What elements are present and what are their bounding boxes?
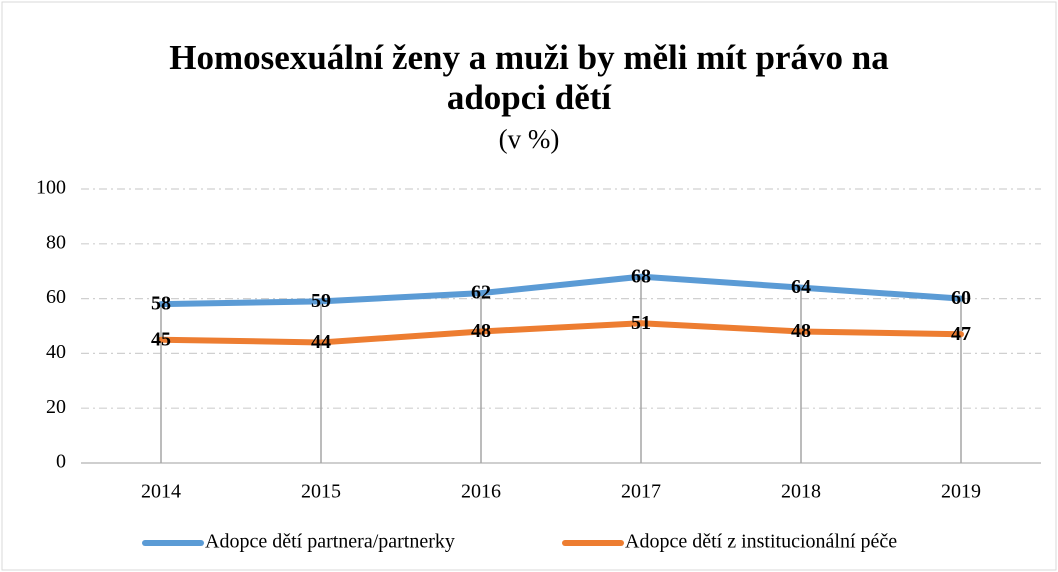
legend-label: Adopce dětí partnera/partnerky xyxy=(205,531,455,553)
x-tick-label: 2015 xyxy=(301,481,341,503)
data-label: 51 xyxy=(631,312,651,334)
y-tick-label: 80 xyxy=(46,231,66,253)
legend-label: Adopce dětí z institucionální péče xyxy=(625,531,897,553)
data-label: 64 xyxy=(791,276,811,298)
chart-subtitle: (v %) xyxy=(498,124,560,154)
x-tick-label: 2018 xyxy=(781,481,821,503)
data-label: 68 xyxy=(631,265,651,287)
chart-title: Homosexuální ženy a muži by měli mít prá… xyxy=(169,38,889,117)
series-line xyxy=(158,320,964,346)
series-line xyxy=(158,273,964,308)
data-label: 47 xyxy=(951,323,971,345)
x-tick-label: 2016 xyxy=(461,481,501,503)
x-tick-label: 2017 xyxy=(621,481,661,503)
data-label: 44 xyxy=(311,331,331,353)
data-label: 60 xyxy=(951,287,971,309)
data-label: 58 xyxy=(151,293,171,315)
data-label: 45 xyxy=(151,328,171,350)
y-tick-label: 40 xyxy=(46,341,66,363)
y-tick-label: 0 xyxy=(56,451,66,473)
data-label: 48 xyxy=(791,320,811,342)
y-tick-label: 20 xyxy=(46,396,66,418)
data-label: 62 xyxy=(471,282,491,304)
y-tick-label: 100 xyxy=(36,177,66,199)
data-label: 59 xyxy=(311,290,331,312)
x-tick-label: 2014 xyxy=(141,481,181,503)
y-tick-label: 60 xyxy=(46,286,66,308)
x-tick-label: 2019 xyxy=(941,481,981,503)
data-label: 48 xyxy=(471,320,491,342)
